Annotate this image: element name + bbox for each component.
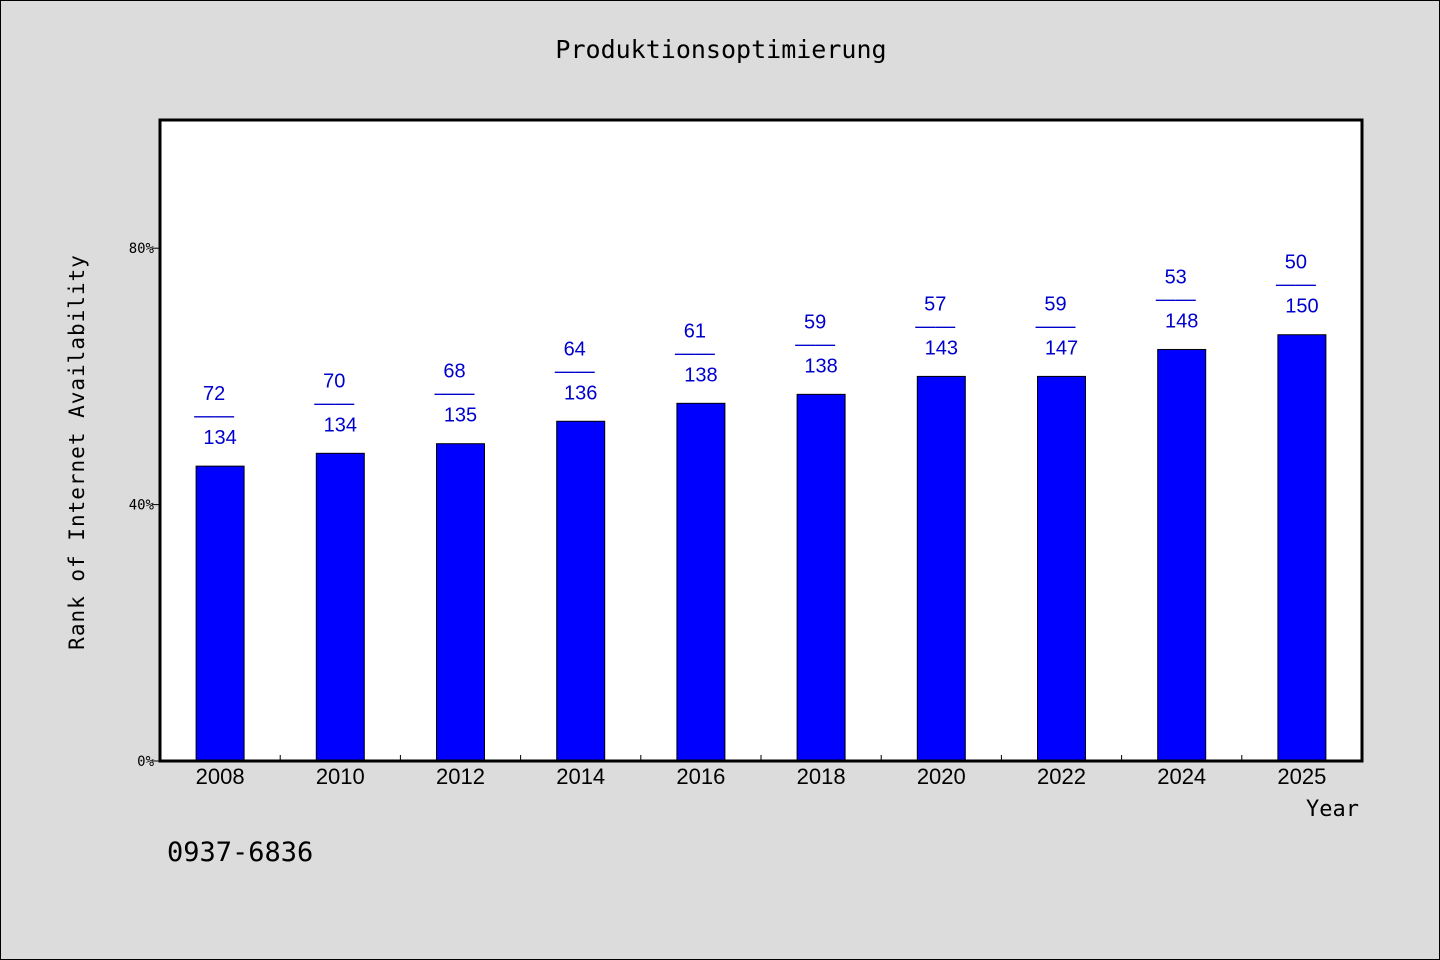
x-axis-label: Year — [1306, 797, 1359, 822]
bar-label-separator: —— — [1036, 315, 1076, 337]
bar-label-bottom: 148 — [1165, 310, 1198, 332]
bar-label-top: 61 — [684, 320, 706, 342]
bar-label-top: 72 — [203, 383, 225, 405]
x-tick-label: 2012 — [436, 764, 485, 789]
bar-label-bottom: 138 — [804, 355, 837, 377]
bar-label-bottom: 135 — [444, 405, 477, 427]
bar-label-separator: —— — [314, 392, 354, 414]
bar-label-top: 59 — [1044, 293, 1066, 315]
x-tick-label: 2010 — [316, 764, 365, 789]
bar-label-top: 57 — [924, 293, 946, 315]
x-tick-label: 2014 — [556, 764, 605, 789]
bar-label-separator: —— — [795, 333, 835, 355]
bar-label-bottom: 136 — [564, 382, 597, 404]
footer-code: 0937-6836 — [167, 837, 314, 868]
bar — [315, 452, 365, 762]
bar — [1037, 375, 1086, 762]
bar-label-separator: —— — [1276, 274, 1316, 296]
bar-label-top: 59 — [804, 311, 826, 333]
bar-label-top: 64 — [564, 338, 586, 360]
bar-label-bottom: 143 — [925, 337, 958, 359]
bar-label-separator: —— — [555, 360, 595, 382]
y-tick-label: 40% — [129, 498, 155, 514]
x-tick-label: 2024 — [1157, 764, 1206, 789]
bar-label-bottom: 138 — [684, 364, 717, 386]
x-tick-label: 2025 — [1277, 764, 1326, 789]
plot-border — [158, 118, 1364, 763]
bar-label-bottom: 147 — [1045, 337, 1078, 359]
bar — [916, 375, 966, 762]
x-tick-label: 2022 — [1037, 764, 1086, 789]
x-tick-label: 2020 — [917, 764, 966, 789]
y-tick-label: 80% — [129, 241, 155, 257]
x-tick-label: 2008 — [196, 764, 245, 789]
bar — [436, 443, 485, 762]
bar — [676, 402, 726, 762]
bar-label-top: 53 — [1165, 266, 1187, 288]
x-tick-label: 2018 — [797, 764, 846, 789]
y-tick-label: 0% — [137, 754, 154, 770]
bar-label-separator: —— — [1156, 288, 1196, 310]
bar-label-bottom: 134 — [324, 414, 357, 436]
bar-label-separator: —— — [194, 405, 234, 427]
bar-label-top: 70 — [323, 370, 345, 392]
bar — [195, 465, 245, 762]
bar — [1157, 348, 1207, 762]
bar-label-separator: —— — [435, 383, 475, 405]
bar-label-top: 68 — [443, 361, 465, 383]
bar-label-bottom: 134 — [203, 427, 236, 449]
bar-label-separator: —— — [915, 315, 955, 337]
bar — [796, 393, 846, 762]
bar-label-separator: —— — [675, 342, 715, 364]
chart-title: Produktionsoptimierung — [555, 35, 887, 64]
bar-label-bottom: 150 — [1285, 296, 1318, 318]
x-tick-label: 2016 — [676, 764, 725, 789]
bar — [556, 420, 606, 762]
bar-label-top: 50 — [1285, 252, 1307, 274]
bar — [1277, 334, 1327, 762]
